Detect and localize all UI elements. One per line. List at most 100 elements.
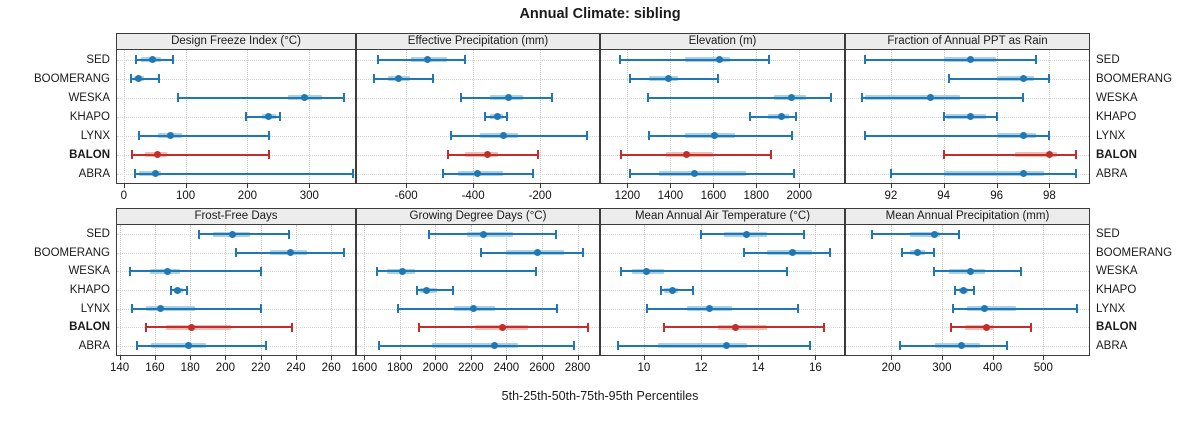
category-label-right: WESKA: [1096, 265, 1138, 278]
x-tick-label: -600: [394, 190, 418, 202]
interval-cap-low: [450, 131, 453, 140]
panel-strip: Growing Degree Days (°C): [356, 208, 600, 225]
x-tick-mark: [670, 184, 672, 188]
panel-plot: 200 300 400 500: [845, 224, 1090, 374]
x-tick-label: 96: [990, 190, 1003, 202]
interval-cap-high: [790, 131, 793, 140]
interval-cap-low: [700, 229, 703, 239]
interval-range-line: [619, 58, 769, 61]
x-tick-mark: [941, 356, 943, 360]
interval-cap-high: [797, 304, 800, 314]
panel-elevation-m: Elevation (m) 1200 1400 1600 1800 2000: [600, 33, 845, 205]
interval-range-line: [443, 172, 533, 175]
interval-cap-high: [432, 74, 434, 83]
interval-cap-low: [442, 169, 445, 178]
x-tick-label: -200: [528, 190, 552, 202]
panel-frost-free-days: Frost-Free Days 140 160 180 200 220 240 260: [110, 208, 356, 377]
x-tick-label: 14: [751, 362, 765, 374]
x-tick-label: -400: [461, 190, 485, 202]
median-dot: [148, 56, 156, 63]
interval-range-line: [139, 134, 270, 137]
median-dot: [706, 305, 714, 313]
interval-cap-low: [860, 93, 863, 102]
interval-range-line: [648, 96, 832, 99]
interval-cap-low: [899, 341, 902, 351]
interval-cap-high: [770, 150, 773, 159]
panel-strip: Mean Annual Precipitation (mm): [845, 208, 1090, 225]
x-tick-label: 1600: [351, 362, 378, 374]
interval-range-line: [131, 153, 269, 156]
x-tick-label: 16: [808, 362, 822, 374]
median-dot: [398, 267, 406, 275]
interval-cap-high: [351, 169, 354, 178]
interval-cap-low: [619, 150, 622, 159]
interval-cap-high: [1035, 55, 1038, 64]
category-label-right: BALON: [1096, 321, 1137, 334]
interval-cap-high: [958, 229, 961, 239]
row-guide: [357, 116, 599, 118]
interval-cap-low: [863, 55, 866, 64]
interval-cap-low: [483, 112, 486, 121]
interval-cap-high: [268, 131, 271, 140]
median-dot: [265, 113, 272, 120]
interval-cap-low: [130, 74, 133, 83]
interval-cap-low: [742, 248, 745, 258]
panel-mean-annual-precipitation-mm: Mean Annual Precipitation (mm) 200 300 400 5…: [845, 208, 1090, 377]
interval-cap-low: [629, 169, 631, 178]
interval-range-line: [630, 77, 719, 80]
category-label-left: LYNX: [80, 129, 110, 142]
interval-range-line: [199, 233, 289, 236]
category-label-left: LYNX: [80, 302, 110, 315]
x-tick-label: 200: [215, 362, 235, 374]
median-dot: [731, 323, 739, 331]
x-tick-label: 1200: [614, 190, 641, 202]
row-guide: [357, 78, 599, 80]
interval-cap-high: [717, 74, 720, 83]
category-label-left: KHAPO: [69, 110, 110, 123]
median-dot: [469, 305, 477, 313]
interval-cap-low: [428, 229, 431, 239]
panel-plot: 1600 1800 2000 2200 2400 2600 2800: [352, 224, 600, 374]
x-tick-mark: [185, 184, 187, 188]
interval-cap-low: [952, 304, 954, 314]
x-tick-mark: [1049, 184, 1051, 188]
interval-cap-low: [134, 55, 137, 64]
interval-cap-high: [767, 55, 770, 64]
x-tick-mark: [470, 356, 472, 360]
category-label-left: BALON: [69, 321, 110, 334]
x-tick-mark: [225, 356, 227, 360]
category-label-left: ABRA: [78, 167, 110, 180]
interval-cap-high: [1075, 304, 1078, 314]
x-tick-mark: [542, 356, 543, 360]
interval-cap-high: [795, 112, 798, 121]
x-tick-mark: [577, 356, 579, 360]
x-tick-mark: [996, 184, 998, 188]
interval-cap-low: [942, 112, 945, 121]
x-tick-mark: [540, 184, 542, 188]
panel-strip: Mean Annual Air Temperature (°C): [600, 208, 845, 225]
x-tick-mark: [713, 184, 715, 188]
panel-strip: Frost-Free Days: [116, 208, 356, 225]
interval-cap-low: [417, 322, 420, 332]
x-tick-label: 1600: [700, 190, 727, 202]
x-tick-mark: [890, 184, 892, 188]
x-tick-label: 1800: [387, 362, 413, 374]
category-label-left: BOOMERANG: [33, 246, 110, 259]
interval-range-line: [429, 233, 557, 236]
interval-cap-high: [573, 341, 576, 351]
interval-range-line: [701, 233, 804, 236]
interval-cap-high: [531, 169, 534, 178]
median-dot: [927, 94, 934, 101]
median-dot: [1019, 75, 1027, 82]
x-tick-mark: [190, 356, 192, 360]
interval-cap-high: [259, 304, 262, 314]
row-guide: [117, 116, 355, 118]
category-label-left: SED: [86, 228, 110, 241]
x-tick-mark: [627, 184, 629, 188]
interval-cap-high: [268, 150, 271, 159]
median-dot: [983, 323, 990, 331]
interval-cap-high: [586, 131, 588, 140]
panel-design-freeze-index-c: Design Freeze Index (°C) 0 100 200 300: [116, 33, 356, 205]
interval-cap-low: [933, 266, 936, 276]
median-dot: [229, 230, 236, 238]
